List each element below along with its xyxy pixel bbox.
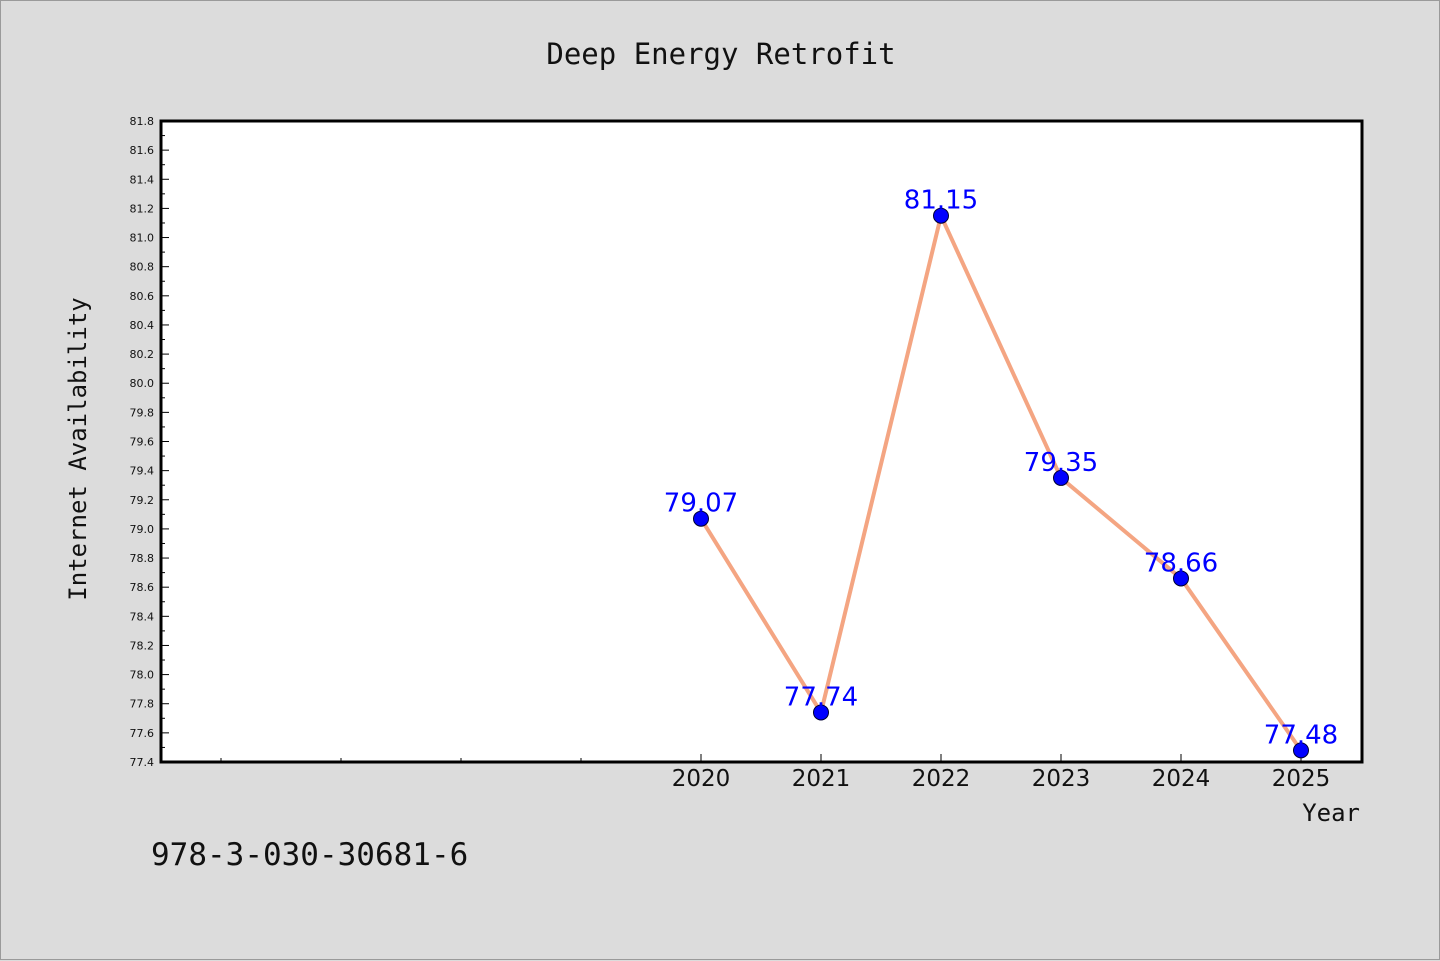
data-point (1293, 742, 1309, 759)
data-label: 77.74 (784, 682, 858, 712)
chart-title: Deep Energy Retrofit (546, 37, 895, 71)
x-axis: 2020 2021 2022 2023 2024 2025 (220, 754, 1331, 792)
y-tick-label: 78.0 (130, 669, 155, 682)
data-label: 81.15 (904, 186, 978, 216)
y-tick-label: 80.2 (130, 348, 155, 361)
x-tick-label: 2021 (792, 766, 851, 792)
data-point (693, 510, 709, 527)
y-tick-label: 81.4 (130, 173, 155, 186)
data-point (933, 207, 949, 224)
y-tick-label: 81.0 (130, 232, 155, 245)
data-point (1173, 570, 1189, 587)
data-label: 78.66 (1144, 548, 1218, 578)
data-point (813, 704, 829, 721)
y-tick-label: 79.4 (130, 465, 155, 478)
y-tick-label: 80.0 (130, 377, 155, 390)
x-tick-label: 2022 (912, 766, 971, 792)
y-tick-label: 77.6 (130, 727, 155, 740)
y-tick-label: 78.6 (130, 581, 155, 594)
y-tick-label: 79.8 (130, 406, 155, 419)
y-axis-title: Internet Availability (64, 297, 92, 600)
y-tick-label: 80.4 (130, 319, 155, 332)
data-point (1053, 469, 1069, 486)
y-tick-label: 81.8 (130, 115, 155, 128)
y-tick-label: 77.8 (130, 698, 155, 711)
y-tick-label: 79.6 (130, 436, 155, 449)
isbn-text: 978-3-030-30681-6 (151, 837, 468, 873)
y-tick-label: 78.8 (130, 552, 155, 565)
x-tick-label: 2023 (1032, 766, 1091, 792)
x-tick-label: 2024 (1152, 766, 1211, 792)
y-tick-label: 80.8 (130, 261, 155, 274)
y-tick-label: 79.2 (130, 494, 155, 507)
y-tick-label: 81.6 (130, 144, 155, 157)
data-label: 79.35 (1024, 448, 1098, 478)
x-tick-label: 2025 (1272, 766, 1331, 792)
y-tick-label: 80.6 (130, 290, 155, 303)
x-tick-label: 2020 (672, 766, 731, 792)
plot-area (159, 119, 1364, 764)
x-axis-title: Year (1302, 799, 1360, 827)
series-layer: 79.07 77.74 81.15 79.35 78.66 77.48 (664, 186, 1338, 759)
y-tick-label: 79.0 (130, 523, 155, 536)
y-tick-label: 81.2 (130, 202, 155, 215)
y-tick-label: 78.4 (130, 610, 155, 623)
y-tick-label: 77.4 (130, 756, 155, 769)
y-tick-label: 78.2 (130, 639, 155, 652)
series-line (699, 213, 1303, 752)
data-label: 79.07 (664, 489, 738, 519)
y-axis: 77.4 77.6 77.8 78.0 78.2 78.4 78.6 78.8 79.0 79.2… (130, 115, 169, 769)
data-label: 77.48 (1264, 720, 1338, 750)
